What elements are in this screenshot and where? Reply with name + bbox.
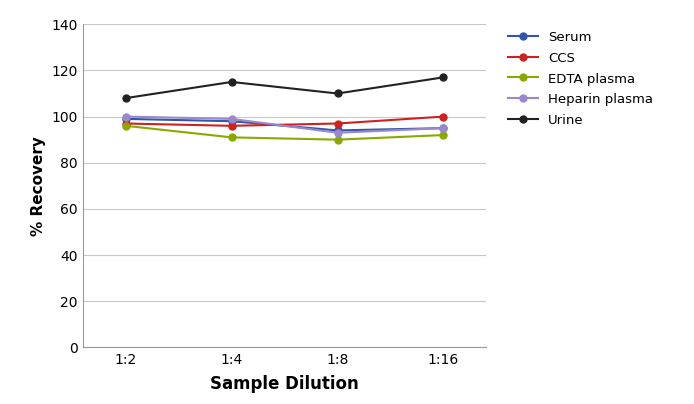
Heparin plasma <box>228 116 236 121</box>
Serum <box>228 119 236 124</box>
CCS <box>121 121 130 126</box>
CCS <box>228 123 236 128</box>
EDTA plasma <box>439 133 448 137</box>
Heparin plasma <box>121 114 130 119</box>
X-axis label: Sample Dilution: Sample Dilution <box>210 375 359 393</box>
CCS <box>333 121 341 126</box>
CCS <box>439 114 448 119</box>
Line: Heparin plasma: Heparin plasma <box>122 113 447 136</box>
Urine <box>333 91 341 96</box>
Serum <box>121 116 130 121</box>
Legend: Serum, CCS, EDTA plasma, Heparin plasma, Urine: Serum, CCS, EDTA plasma, Heparin plasma,… <box>509 31 653 127</box>
Serum <box>333 128 341 133</box>
Line: EDTA plasma: EDTA plasma <box>122 122 447 143</box>
Urine <box>439 75 448 80</box>
EDTA plasma <box>228 135 236 140</box>
Line: Urine: Urine <box>122 74 447 101</box>
EDTA plasma <box>333 137 341 142</box>
Urine <box>228 80 236 84</box>
Heparin plasma <box>439 126 448 130</box>
Serum <box>439 126 448 130</box>
Line: Serum: Serum <box>122 116 447 134</box>
Urine <box>121 96 130 101</box>
EDTA plasma <box>121 123 130 128</box>
Heparin plasma <box>333 130 341 135</box>
Line: CCS: CCS <box>122 113 447 129</box>
Y-axis label: % Recovery: % Recovery <box>31 136 46 236</box>
